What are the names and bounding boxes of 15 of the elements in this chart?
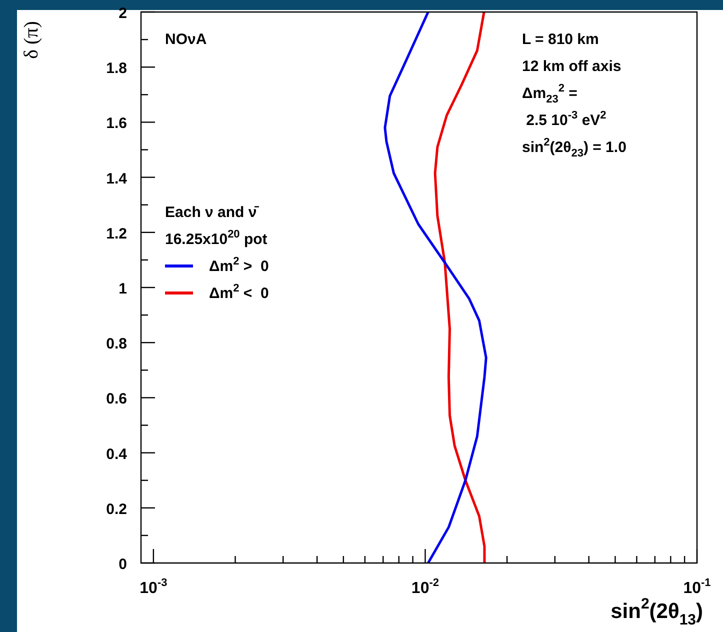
y-tick-label: 0.6	[106, 390, 128, 408]
y-tick-label: 0.4	[106, 446, 128, 463]
annotation: NOνA	[165, 31, 207, 48]
annotation: 12 km off axis	[522, 58, 622, 75]
y-tick-label: 0	[118, 556, 127, 573]
y-tick-label: 1	[118, 280, 127, 298]
y-tick-label: 1.4	[106, 170, 128, 188]
y-tick-label: 1.2	[106, 225, 128, 242]
y-axis-title: δ (π)	[20, 21, 42, 59]
y-tick-label: 2	[118, 5, 127, 22]
y-tick-label: 1.8	[106, 60, 128, 78]
y-tick-label: 0.8	[106, 336, 128, 353]
y-tick-label: 1.6	[106, 115, 128, 132]
y-tick-label: 0.2	[106, 500, 128, 518]
annotation: L = 810 km	[522, 31, 599, 48]
